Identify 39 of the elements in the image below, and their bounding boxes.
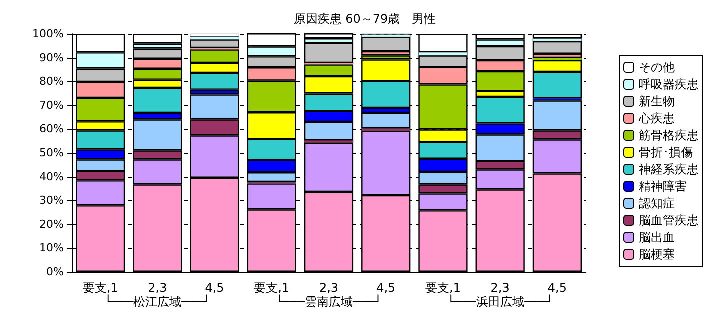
y-tick-label: 10% bbox=[40, 242, 64, 255]
x-tick-label: 2,3 bbox=[490, 281, 510, 295]
y-tick-label: 70% bbox=[40, 98, 64, 112]
x-tick-label: 4,5 bbox=[376, 281, 396, 295]
legend-label: 脳出血 bbox=[639, 230, 675, 244]
x-tick-label: 4,5 bbox=[205, 281, 224, 295]
bar bbox=[362, 37, 411, 52]
legend-label: 呼吸器疾患 bbox=[639, 78, 699, 92]
y-tick-label: 100% bbox=[32, 28, 64, 40]
x-tick-label: 2,3 bbox=[148, 281, 168, 295]
bar bbox=[532, 41, 582, 54]
x-tick-label: 要支,1 bbox=[82, 281, 118, 295]
legend-label: 骨折･損傷 bbox=[639, 146, 693, 160]
x-tick-label: 要支,1 bbox=[254, 281, 290, 295]
text: └───雲南広域───┘ bbox=[276, 294, 382, 309]
y-tick-label: 30% bbox=[40, 194, 64, 208]
bar bbox=[190, 40, 240, 48]
legend-label: 脳梗塞 bbox=[639, 248, 675, 262]
x-tick-label: 4,5 bbox=[548, 281, 567, 295]
legend-label: 神経系疾患 bbox=[639, 162, 699, 176]
chart-title: 原因疾患 60～79歳 男性 bbox=[294, 12, 436, 26]
legend-label: 新生物 bbox=[639, 94, 675, 108]
y-tick-label: 20% bbox=[40, 218, 64, 231]
y-tick-label: 60% bbox=[40, 122, 64, 136]
y-tick-label: 0% bbox=[46, 266, 64, 278]
y-tick-label: 40% bbox=[40, 170, 64, 184]
legend-label: 心疾患 bbox=[638, 112, 675, 126]
text: └───松江広域───┘ bbox=[104, 294, 211, 309]
legend-label: 筋骨格疾患 bbox=[639, 128, 699, 142]
y-tick-label: 90% bbox=[40, 51, 64, 64]
x-tick-label: 2,3 bbox=[319, 281, 339, 295]
legend-label: 認知症 bbox=[639, 196, 675, 210]
legend-label: その他 bbox=[639, 60, 675, 74]
legend-label: 精神障害 bbox=[639, 180, 687, 194]
x-tick-label: 要支,1 bbox=[425, 281, 461, 295]
legend-label: 脳血管疾患 bbox=[639, 214, 699, 228]
y-tick-label: 50% bbox=[40, 146, 64, 160]
text: └───浜田広域───┘ bbox=[447, 294, 554, 309]
y-tick-label: 80% bbox=[40, 75, 64, 88]
